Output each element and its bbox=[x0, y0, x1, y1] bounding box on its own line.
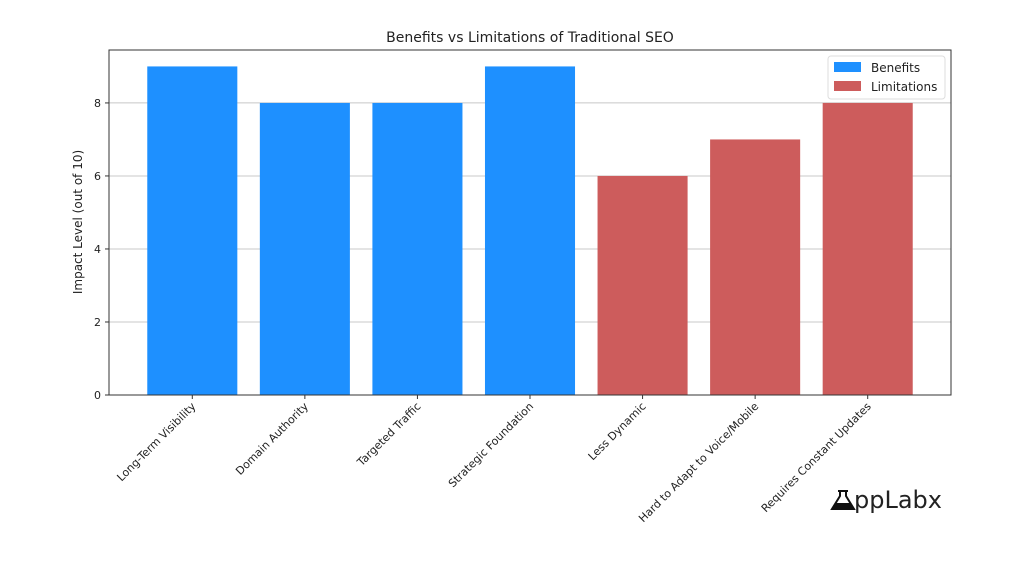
y-tick-label: 8 bbox=[94, 97, 101, 110]
y-tick-label: 2 bbox=[94, 316, 101, 329]
y-tick-label: 4 bbox=[94, 243, 101, 256]
y-tick-label: 6 bbox=[94, 170, 101, 183]
bar-hard-to-adapt-to-voice-mobile bbox=[710, 139, 801, 395]
logo-text: ppLabx bbox=[854, 486, 942, 514]
legend-swatch-benefits bbox=[834, 62, 861, 72]
x-tick-label: Targeted Traffic bbox=[354, 400, 424, 470]
bar-less-dynamic bbox=[597, 175, 688, 395]
chart-title: Benefits vs Limitations of Traditional S… bbox=[386, 30, 674, 46]
bar-targeted-traffic bbox=[372, 102, 463, 395]
x-tick-label: Strategic Foundation bbox=[446, 400, 536, 490]
y-axis-label: Impact Level (out of 10) bbox=[71, 150, 85, 294]
applabx-logo: ppLabx bbox=[830, 486, 942, 514]
legend-swatch-limitations bbox=[834, 81, 861, 91]
x-tick-label: Long-Term Visibility bbox=[114, 400, 198, 484]
bar-strategic-foundation bbox=[484, 66, 576, 395]
bar-long-term-visibility bbox=[147, 66, 238, 395]
bar-domain-authority bbox=[259, 102, 350, 395]
legend-label-limitations: Limitations bbox=[871, 80, 937, 94]
flask-icon bbox=[830, 490, 856, 510]
legend-label-benefits: Benefits bbox=[871, 61, 920, 75]
y-tick-label: 0 bbox=[94, 389, 101, 402]
x-tick-label: Less Dynamic bbox=[586, 400, 649, 463]
x-tick-label: Hard to Adapt to Voice/Mobile bbox=[636, 400, 761, 525]
x-tick-label: Domain Authority bbox=[233, 400, 311, 478]
legend: Benefits Limitations bbox=[827, 55, 946, 100]
bar-requires-constant-updates bbox=[822, 102, 913, 395]
